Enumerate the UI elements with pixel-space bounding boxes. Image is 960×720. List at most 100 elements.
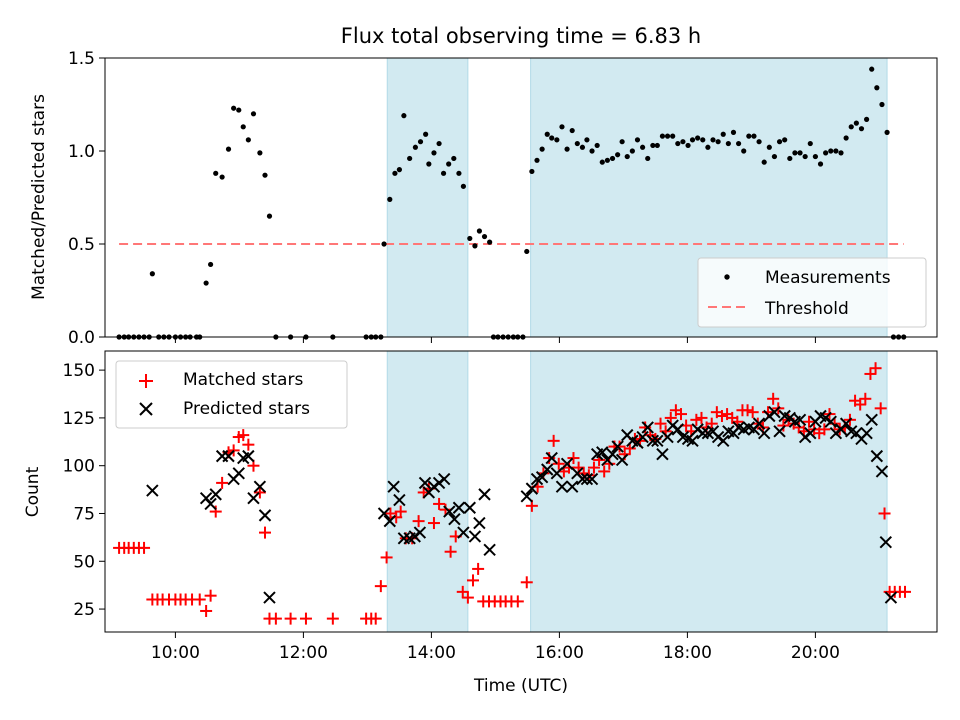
matched-star-point (412, 515, 425, 528)
measurement-point (266, 213, 273, 219)
matched-star-point (209, 505, 222, 518)
measurement-point (544, 131, 550, 137)
measurement-point (869, 66, 875, 72)
measurement-point (407, 155, 413, 162)
bottom-legend: Matched stars Predicted stars (115, 360, 348, 429)
measurement-point (426, 161, 432, 167)
matched-star-point (869, 362, 882, 375)
measurement-point (460, 183, 466, 189)
predicted-star-point (671, 423, 685, 436)
matched-star-point (874, 402, 887, 415)
x-axis-label: Time (UTC) (473, 676, 568, 696)
matched-star-point (899, 585, 911, 598)
predicted-star-point (884, 591, 898, 604)
top-y-ticks: 0.0 0.5 1.0 1.5 (68, 49, 105, 348)
matched-star-point (859, 392, 872, 405)
legend-measurements-marker (724, 274, 730, 280)
x-tick-label: 18:00 (663, 643, 712, 663)
predicted-star-point (550, 467, 564, 480)
measurement-point (564, 146, 570, 152)
predicted-star-point (646, 434, 660, 448)
predicted-star-point (242, 449, 255, 463)
measurement-point (680, 139, 686, 145)
predicted-star-point (651, 434, 664, 448)
predicted-star-point (209, 488, 222, 501)
matched-star-point (690, 413, 703, 426)
measurement-point (599, 159, 605, 165)
measurement-point (257, 150, 263, 156)
y-tick-label: 75 (73, 504, 95, 524)
predicted-star-point (661, 430, 674, 444)
bottom-x-ticks: 10:00 12:00 14:00 16:00 18:00 20:00 (151, 632, 840, 663)
predicted-star-point (483, 543, 496, 557)
measurement-point (864, 116, 870, 122)
measurement-point (848, 124, 854, 130)
shaded-interval-1 (386, 57, 469, 338)
matched-star-point (639, 421, 652, 434)
measurement-point (725, 140, 731, 147)
measurement-point (554, 137, 560, 143)
predicted-star-point (752, 417, 766, 430)
measurement-point (802, 153, 808, 160)
measurement-point (685, 142, 691, 149)
matched-star-point (587, 461, 600, 474)
matched-star-point (193, 593, 206, 606)
predicted-star-point (804, 426, 817, 440)
bottom-shaded-intervals (386, 350, 888, 633)
chart-title: Flux total observing time = 6.83 h (341, 24, 701, 48)
predicted-star-point (452, 501, 466, 514)
measurement-point (467, 235, 473, 242)
matched-star-point (715, 409, 728, 422)
measurement-point (396, 167, 402, 173)
matched-star-point (326, 612, 339, 625)
matched-star-point (854, 398, 867, 411)
measurement-point (741, 148, 747, 154)
measurement-point (751, 133, 757, 139)
matched-star-point (552, 457, 565, 470)
y-tick-label: 25 (73, 600, 95, 620)
measurement-point (589, 148, 595, 154)
predicted-star-point (247, 491, 260, 505)
matched-star-point (547, 434, 560, 447)
measurement-point (250, 111, 257, 117)
measurement-point (225, 146, 232, 152)
measurement-point (436, 140, 442, 147)
top-x-ticks (174, 337, 816, 343)
predicted-star-point (585, 472, 599, 486)
matched-star-point (427, 517, 440, 530)
matched-star-point (444, 545, 457, 558)
matched-star-point (138, 541, 151, 554)
predicted-star-point (580, 472, 594, 486)
matched-star-point (467, 574, 479, 587)
predicted-star-point (535, 470, 549, 484)
legend-matched-label: Matched stars (183, 370, 303, 390)
predicted-star-point (457, 526, 470, 539)
top-axes-frame (104, 57, 938, 338)
predicted-star-point (418, 476, 432, 490)
matched-star-point (675, 408, 687, 421)
measurement-point (472, 243, 478, 249)
measurement-point (219, 174, 225, 180)
measurement-point (236, 107, 242, 113)
predicted-star-point (377, 507, 391, 520)
matched-star-point (374, 580, 387, 593)
measurement-point (823, 150, 829, 156)
measurement-point (213, 170, 219, 176)
measurement-point (730, 129, 737, 135)
predicted-star-point (656, 448, 669, 461)
measurement-point (240, 124, 246, 130)
measurement-point (559, 124, 565, 130)
measurement-point (604, 157, 611, 163)
matched-star-point (520, 576, 533, 589)
measurement-point (534, 157, 540, 163)
matched-star-point (543, 452, 556, 465)
measurement-point (720, 131, 726, 137)
matched-star-point (204, 589, 217, 602)
measurement-point (476, 228, 482, 234)
matched-star-point (864, 367, 877, 380)
measurement-point (231, 105, 237, 111)
predicted-star-point (222, 449, 235, 463)
predicted-star-point (576, 472, 589, 486)
matched-star-point (253, 486, 266, 499)
